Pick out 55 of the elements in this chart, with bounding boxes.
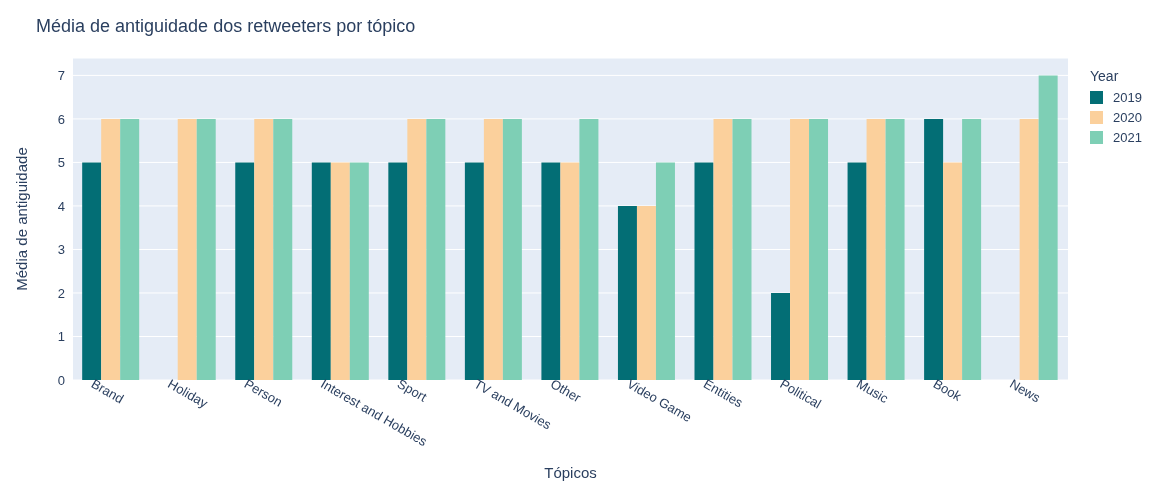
bar	[177, 118, 197, 380]
bar	[694, 162, 714, 380]
x-tick-label: Other	[547, 376, 585, 406]
bar	[732, 118, 752, 380]
x-tick-label: Sport	[394, 376, 430, 405]
bar	[235, 162, 255, 380]
y-tick-label: 6	[57, 111, 65, 127]
bar	[962, 118, 982, 380]
bar	[388, 162, 408, 380]
y-tick-label: 7	[57, 68, 65, 84]
legend-label: 2019	[1113, 90, 1142, 105]
bar	[120, 118, 140, 380]
bar	[1038, 75, 1058, 380]
bar	[541, 162, 561, 380]
bar	[636, 205, 656, 380]
bar	[866, 118, 886, 380]
y-tick-label: 3	[57, 242, 65, 258]
y-tick-label: 5	[57, 155, 65, 171]
legend-title: Year	[1090, 68, 1120, 84]
bar	[790, 118, 810, 380]
y-tick-label: 2	[57, 285, 65, 301]
bar	[82, 162, 102, 380]
bar	[885, 118, 905, 380]
bar	[713, 118, 733, 380]
bar	[273, 118, 293, 380]
bar	[407, 118, 427, 380]
x-tick-label: Book	[930, 376, 965, 405]
bar	[426, 118, 446, 380]
legend-label: 2020	[1113, 110, 1142, 125]
bar	[943, 162, 963, 380]
bar	[617, 205, 637, 380]
chart-title: Média de antiguidade dos retweeters por tópico	[36, 16, 416, 37]
bar	[924, 118, 944, 380]
bar	[847, 162, 867, 380]
y-tick-label: 1	[57, 329, 65, 345]
legend-label: 2021	[1113, 130, 1142, 145]
bar	[579, 118, 599, 380]
bar	[1019, 118, 1039, 380]
bar	[254, 118, 274, 380]
bar	[483, 118, 503, 380]
bar	[771, 292, 791, 380]
bar	[464, 162, 484, 380]
bar	[101, 118, 121, 380]
bar	[349, 162, 369, 380]
bar	[502, 118, 522, 380]
bar	[809, 118, 829, 380]
y-axis-title: Média de antiguidade	[13, 147, 31, 291]
bar	[330, 162, 350, 380]
y-tick-label: 4	[57, 198, 65, 214]
x-axis-title: Tópicos	[544, 464, 597, 481]
bar	[311, 162, 331, 380]
bar	[196, 118, 216, 380]
bar	[655, 162, 675, 380]
bar	[560, 162, 580, 380]
y-tick-label: 0	[57, 372, 65, 388]
